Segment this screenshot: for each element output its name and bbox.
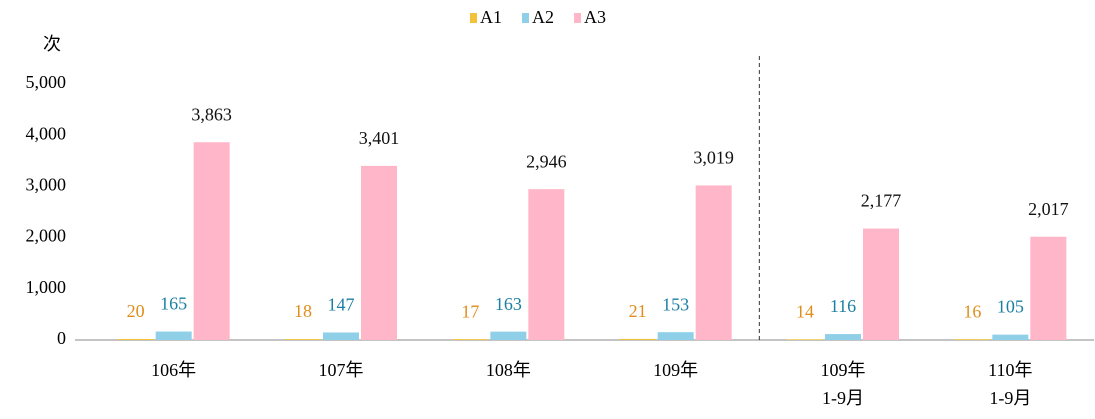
- bar: [825, 334, 861, 340]
- data-label: 3,401: [359, 128, 400, 148]
- data-label: 20: [127, 301, 145, 321]
- y-tick-label: 4,000: [26, 123, 67, 143]
- data-label: 153: [662, 294, 689, 314]
- legend-label: A3: [584, 7, 606, 27]
- data-label: 147: [328, 295, 355, 315]
- bar: [490, 331, 527, 340]
- bar: [619, 338, 656, 340]
- bar: [452, 339, 489, 340]
- data-label: 105: [997, 297, 1024, 317]
- y-tick-label: 1,000: [26, 277, 67, 297]
- legend-swatch: [574, 13, 581, 23]
- legend-swatch: [522, 13, 529, 23]
- data-label: 163: [495, 294, 522, 314]
- bar: [695, 185, 732, 340]
- bar: [657, 332, 694, 340]
- y-axis-label: 次: [43, 34, 61, 54]
- data-label: 14: [796, 301, 814, 321]
- bar: [1030, 236, 1067, 340]
- x-tick-label: 109年: [653, 360, 699, 380]
- bar: [787, 339, 823, 340]
- data-label: 18: [294, 301, 312, 321]
- data-label: 2,017: [1028, 199, 1069, 219]
- bar: [863, 228, 899, 340]
- legend-label: A1: [480, 7, 502, 27]
- data-label: 3,019: [693, 148, 734, 168]
- x-tick-label: 109年 1-9月: [820, 360, 866, 408]
- data-label: 3,863: [191, 104, 232, 124]
- data-label: 165: [160, 294, 187, 314]
- y-tick-label: 2,000: [26, 226, 67, 246]
- legend-swatch: [470, 13, 477, 23]
- bar: [992, 334, 1029, 340]
- y-tick-label: 5,000: [26, 72, 67, 92]
- bar: [361, 165, 397, 340]
- data-label: 21: [629, 301, 647, 321]
- bar: [117, 338, 154, 340]
- bar: [528, 189, 565, 340]
- bar: [954, 339, 991, 340]
- x-tick-label: 106年: [151, 360, 197, 380]
- x-tick-label: 107年: [318, 360, 364, 380]
- data-label: 16: [963, 301, 981, 321]
- bar: [155, 331, 192, 340]
- data-label: 116: [830, 296, 856, 316]
- bar: [285, 339, 321, 340]
- legend-label: A2: [532, 7, 554, 27]
- y-tick-label: 0: [57, 328, 66, 348]
- bar: [193, 142, 230, 340]
- x-tick-label: 110年 1-9月: [988, 360, 1033, 408]
- x-tick-label: 108年: [485, 360, 531, 380]
- data-label: 2,177: [861, 191, 902, 211]
- y-tick-label: 3,000: [26, 175, 67, 195]
- data-label: 17: [461, 301, 479, 321]
- bar: [323, 332, 359, 340]
- data-label: 2,946: [526, 151, 567, 171]
